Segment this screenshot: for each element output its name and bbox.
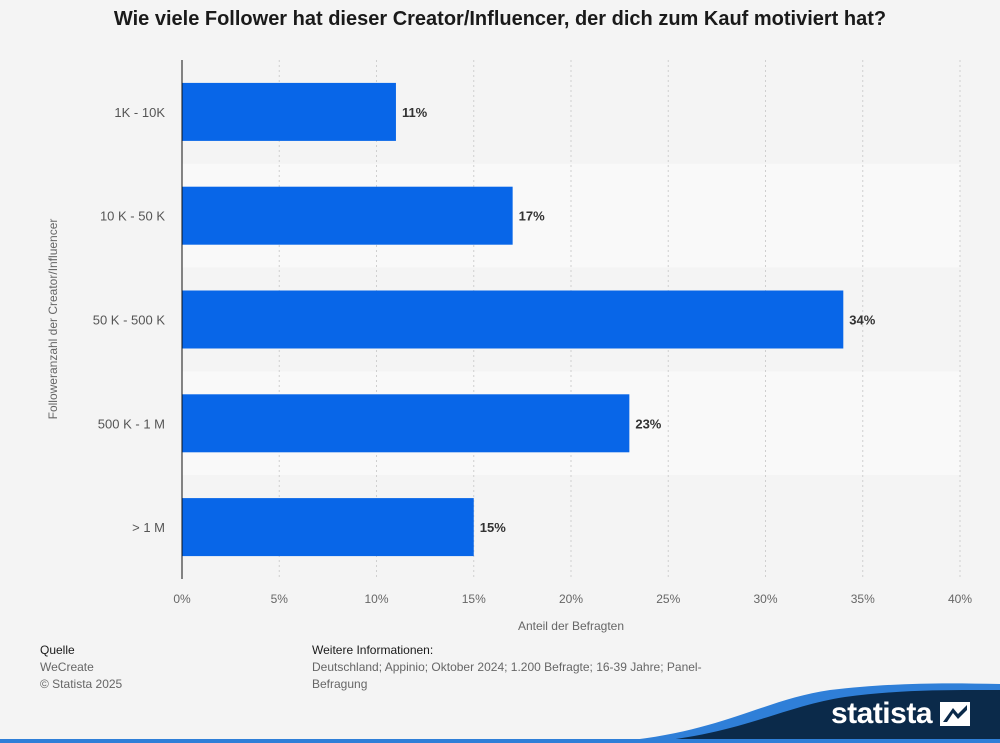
x-tick-label: 40% bbox=[948, 592, 972, 606]
category-label: 1K - 10K bbox=[114, 105, 165, 120]
statista-logo-icon bbox=[940, 702, 970, 726]
category-label: 500 K - 1 M bbox=[98, 416, 165, 431]
bar bbox=[182, 82, 396, 141]
info-line-1: Deutschland; Appinio; Oktober 2024; 1.20… bbox=[312, 660, 702, 674]
x-tick-label: 30% bbox=[753, 592, 777, 606]
bar-value-label: 11% bbox=[402, 105, 428, 120]
x-tick-labels: 0% 5% 10% 15% 20% 25% 30% 35% 40% bbox=[173, 592, 972, 606]
x-tick-label: 0% bbox=[173, 592, 191, 606]
bar bbox=[182, 186, 513, 245]
category-labels: 1K - 10K 10 K - 50 K 50 K - 500 K 500 K - 1… bbox=[93, 105, 166, 535]
x-tick-label: 35% bbox=[851, 592, 875, 606]
bar-value-label: 23% bbox=[635, 416, 661, 431]
bar-value-label: 15% bbox=[480, 520, 506, 535]
bar bbox=[182, 498, 474, 557]
category-label: > 1 M bbox=[132, 520, 165, 535]
copyright: © Statista 2025 bbox=[40, 677, 123, 691]
source-name[interactable]: WeCreate bbox=[40, 660, 94, 674]
brand-name: statista bbox=[830, 697, 933, 730]
bar bbox=[182, 290, 844, 349]
bars bbox=[182, 82, 844, 557]
grid-lines bbox=[278, 60, 961, 579]
info-line-2: Befragung bbox=[312, 677, 368, 691]
category-label: 50 K - 500 K bbox=[93, 313, 166, 328]
x-axis-title: Anteil der Befragten bbox=[518, 619, 624, 633]
source-label: Quelle bbox=[40, 643, 75, 657]
y-axis-title: Followeranzahl der Creator/Influencer bbox=[46, 219, 60, 420]
info-label: Weitere Informationen: bbox=[312, 643, 434, 657]
statista-logo[interactable]: statista bbox=[831, 697, 970, 731]
bar-value-labels: 11% 17% 34% 23% 15% bbox=[402, 105, 876, 535]
bar-value-label: 17% bbox=[519, 209, 545, 224]
chart-title: Wie viele Follower hat dieser Creator/In… bbox=[113, 8, 887, 30]
category-label: 10 K - 50 K bbox=[100, 209, 165, 224]
x-tick-label: 10% bbox=[364, 592, 388, 606]
x-tick-label: 20% bbox=[559, 592, 583, 606]
bar bbox=[182, 394, 630, 453]
bar-value-label: 34% bbox=[849, 313, 875, 328]
x-tick-label: 25% bbox=[656, 592, 680, 606]
x-tick-label: 15% bbox=[462, 592, 486, 606]
x-tick-label: 5% bbox=[271, 592, 289, 606]
